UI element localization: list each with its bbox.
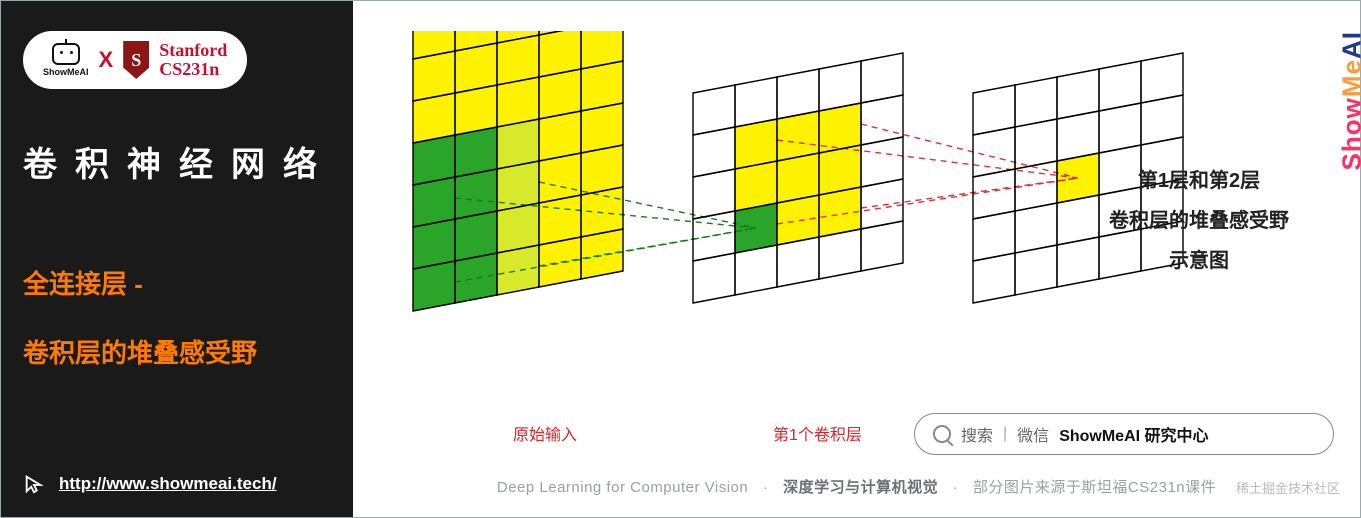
stanford-shield-icon — [123, 41, 149, 79]
main-panel: 原始输入第1个卷积层第2个卷积层 第1层和第2层 卷积层的堆叠感受野 示意图 S… — [353, 1, 1360, 517]
sidebar-link[interactable]: http://www.showmeai.tech/ — [23, 473, 277, 495]
right-caption-line3: 示意图 — [1064, 241, 1334, 281]
sidebar-subtitle-2: 卷积层的堆叠感受野 — [23, 333, 331, 370]
cursor-icon — [23, 473, 45, 495]
stanford-line2: CS231n — [159, 60, 227, 79]
search-icon — [933, 425, 951, 443]
grid-label-conv1: 第1个卷积层 — [773, 421, 862, 445]
footer-left: Deep Learning for Computer Vision — [497, 479, 748, 496]
right-caption-line2: 卷积层的堆叠感受野 — [1064, 201, 1334, 241]
stanford-line1: Stanford — [159, 41, 227, 60]
badge-pill: ShowMeAI X Stanford CS231n — [23, 31, 247, 89]
footer-mid: 深度学习与计算机视觉 — [783, 479, 938, 496]
search-divider: | — [1003, 425, 1007, 443]
badge-x: X — [99, 47, 114, 73]
watermark: 稀土掘金技术社区 — [1236, 478, 1340, 497]
sidebar-link-text: http://www.showmeai.tech/ — [59, 474, 277, 494]
sidebar-subtitle-1: 全连接层 - — [23, 264, 331, 301]
search-hint-1: 搜索 — [961, 422, 993, 446]
grid-label-input: 原始输入 — [513, 421, 577, 445]
vertical-brand: ShowMeAI — [1336, 31, 1361, 170]
showmeai-logo: ShowMeAI — [43, 43, 89, 77]
showmeai-logo-text: ShowMeAI — [43, 67, 89, 77]
footer-line: Deep Learning for Computer Vision · 深度学习… — [353, 476, 1360, 497]
robot-face-icon — [52, 43, 80, 65]
right-caption: 第1层和第2层 卷积层的堆叠感受野 示意图 — [1064, 161, 1334, 281]
sidebar-title: 卷积神经网络 — [23, 137, 331, 186]
stanford-text: Stanford CS231n — [159, 41, 227, 79]
search-pill[interactable]: 搜索 | 微信 ShowMeAI 研究中心 — [914, 413, 1334, 455]
sidebar: ShowMeAI X Stanford CS231n 卷积神经网络 全连接层 -… — [1, 1, 353, 517]
root: ShowMeAI X Stanford CS231n 卷积神经网络 全连接层 -… — [0, 0, 1361, 518]
right-caption-line1: 第1层和第2层 — [1064, 161, 1334, 201]
search-strong: ShowMeAI 研究中心 — [1059, 422, 1208, 446]
footer-right: 部分图片来源于斯坦福CS231n课件 — [973, 479, 1216, 496]
search-hint-2: 微信 — [1017, 422, 1049, 446]
